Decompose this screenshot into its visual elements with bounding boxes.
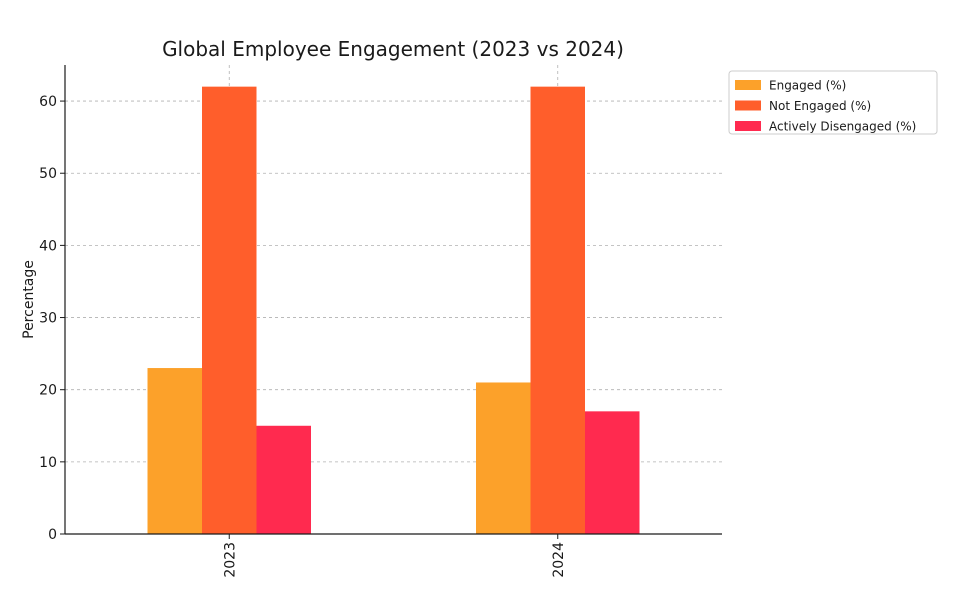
bar [256,425,311,534]
bar [202,86,257,535]
y-axis-label: Percentage [21,260,37,339]
legend-label: Not Engaged (%) [769,99,871,113]
bars [147,86,640,535]
legend: Engaged (%) Not Engaged (%) Actively Disen… [728,70,938,135]
bar [147,368,202,534]
y-tick-label: 40 [39,238,57,254]
axes: 0 10 20 30 40 50 60 2023 2024 Percentage [21,65,722,578]
bar [530,86,585,535]
bar [585,411,640,534]
x-tick-label: 2024 [551,542,567,578]
y-tick-label: 20 [39,383,57,399]
legend-swatch [735,121,761,131]
legend-swatch [735,100,761,111]
y-tick-label: 50 [39,166,57,182]
y-tick-label: 30 [39,311,57,327]
y-tick-label: 10 [39,455,57,471]
y-tick-label: 60 [39,94,57,110]
legend-box [728,70,938,135]
chart-title: Global Employee Engagement (2023 vs 2024… [162,37,624,61]
bar [476,382,531,534]
legend-label: Actively Disengaged (%) [769,120,916,134]
x-tick-label: 2023 [222,542,238,578]
legend-swatch [735,80,761,90]
y-tick-label: 0 [48,527,57,543]
legend-label: Engaged (%) [769,79,846,93]
